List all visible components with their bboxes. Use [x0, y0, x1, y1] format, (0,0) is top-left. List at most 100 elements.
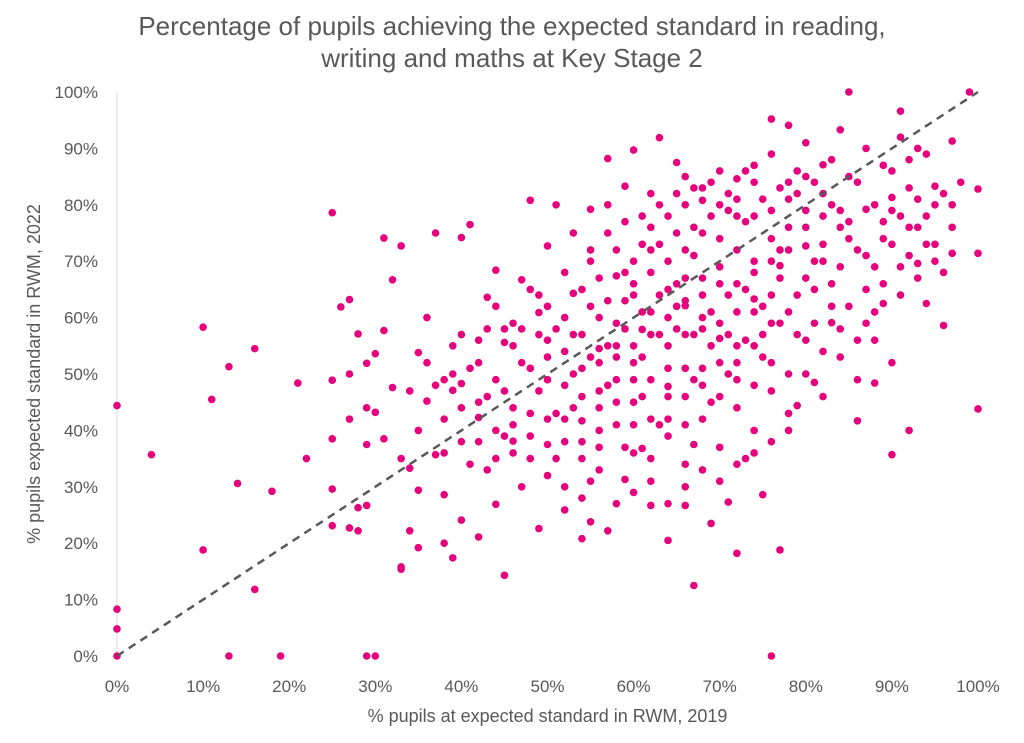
data-point: [233, 479, 242, 488]
data-point: [672, 325, 681, 333]
data-point: [750, 161, 758, 170]
x-tick-label: 0%: [105, 677, 130, 696]
data-point: [784, 370, 793, 378]
data-point: [371, 652, 380, 660]
data-point: [888, 167, 896, 175]
data-point: [440, 375, 448, 384]
data-point: [776, 184, 784, 192]
data-point: [629, 398, 638, 407]
data-point: [414, 348, 423, 357]
data-point: [147, 450, 156, 459]
data-point: [354, 526, 362, 535]
y-axis-label: % pupils expected standard in RWM, 2022: [24, 204, 44, 544]
data-point: [647, 454, 655, 463]
data-point: [612, 375, 621, 384]
data-point: [492, 375, 500, 384]
data-point: [655, 420, 664, 429]
data-point: [578, 534, 586, 543]
data-point: [845, 88, 853, 96]
data-point: [819, 257, 827, 266]
data-point: [414, 486, 423, 494]
data-point: [681, 201, 690, 209]
data-point: [517, 358, 526, 367]
data-point: [509, 437, 517, 445]
points: [113, 88, 982, 660]
data-point: [681, 420, 690, 429]
data-point: [690, 184, 698, 192]
data-point: [526, 285, 535, 294]
data-point: [922, 240, 931, 249]
data-point: [388, 276, 397, 284]
y-tick-label: 100%: [55, 83, 98, 102]
data-point: [836, 125, 845, 134]
data-point: [853, 336, 862, 344]
data-point: [629, 257, 638, 266]
data-point: [698, 184, 707, 192]
data-point: [638, 240, 647, 249]
data-point: [750, 212, 758, 220]
data-point: [483, 392, 492, 401]
data-point: [862, 285, 870, 294]
data-point: [681, 483, 690, 491]
data-point: [500, 432, 509, 440]
data-point: [638, 392, 647, 401]
data-point: [113, 401, 121, 410]
data-point: [250, 585, 259, 594]
data-point: [879, 279, 888, 288]
data-point: [560, 415, 569, 423]
data-point: [836, 263, 845, 271]
x-tick-label: 70%: [703, 677, 737, 696]
data-point: [362, 501, 371, 510]
data-point: [862, 319, 870, 328]
data-point: [750, 381, 758, 390]
data-point: [896, 107, 905, 115]
x-tick-label: 50%: [530, 677, 564, 696]
data-point: [672, 279, 681, 288]
data-point: [474, 437, 483, 446]
data-point: [552, 325, 560, 333]
data-point: [862, 144, 870, 153]
data-point: [913, 144, 922, 153]
data-point: [440, 490, 448, 499]
data-point: [802, 172, 810, 181]
data-point: [681, 172, 690, 181]
data-point: [767, 387, 776, 395]
data-point: [802, 274, 810, 282]
data-point: [698, 313, 707, 322]
y-tick-label: 30%: [64, 478, 98, 497]
data-point: [431, 381, 440, 390]
data-point: [776, 319, 784, 328]
data-point: [612, 499, 621, 508]
data-point: [569, 330, 578, 339]
data-point: [913, 223, 922, 232]
data-point: [750, 426, 758, 435]
data-point: [664, 382, 672, 391]
data-point: [457, 233, 466, 242]
data-point: [560, 381, 569, 390]
data-point: [664, 257, 672, 266]
data-point: [836, 206, 845, 215]
data-point: [819, 160, 827, 169]
data-point: [870, 201, 879, 209]
data-point: [345, 295, 354, 304]
data-point: [931, 182, 939, 190]
data-point: [802, 336, 810, 344]
data-point: [784, 121, 793, 130]
data-point: [681, 296, 690, 305]
data-point: [595, 313, 603, 322]
data-point: [827, 302, 836, 311]
data-point: [922, 212, 931, 220]
data-point: [827, 201, 836, 209]
data-point: [586, 517, 595, 526]
data-point: [733, 460, 741, 469]
data-point: [974, 185, 982, 193]
data-point: [681, 364, 690, 373]
data-point: [603, 381, 612, 390]
data-point: [466, 460, 474, 469]
data-point: [483, 466, 492, 474]
data-point: [560, 437, 569, 446]
data-point: [466, 364, 474, 373]
data-point: [483, 293, 492, 302]
data-point: [457, 437, 466, 446]
data-point: [328, 485, 337, 493]
